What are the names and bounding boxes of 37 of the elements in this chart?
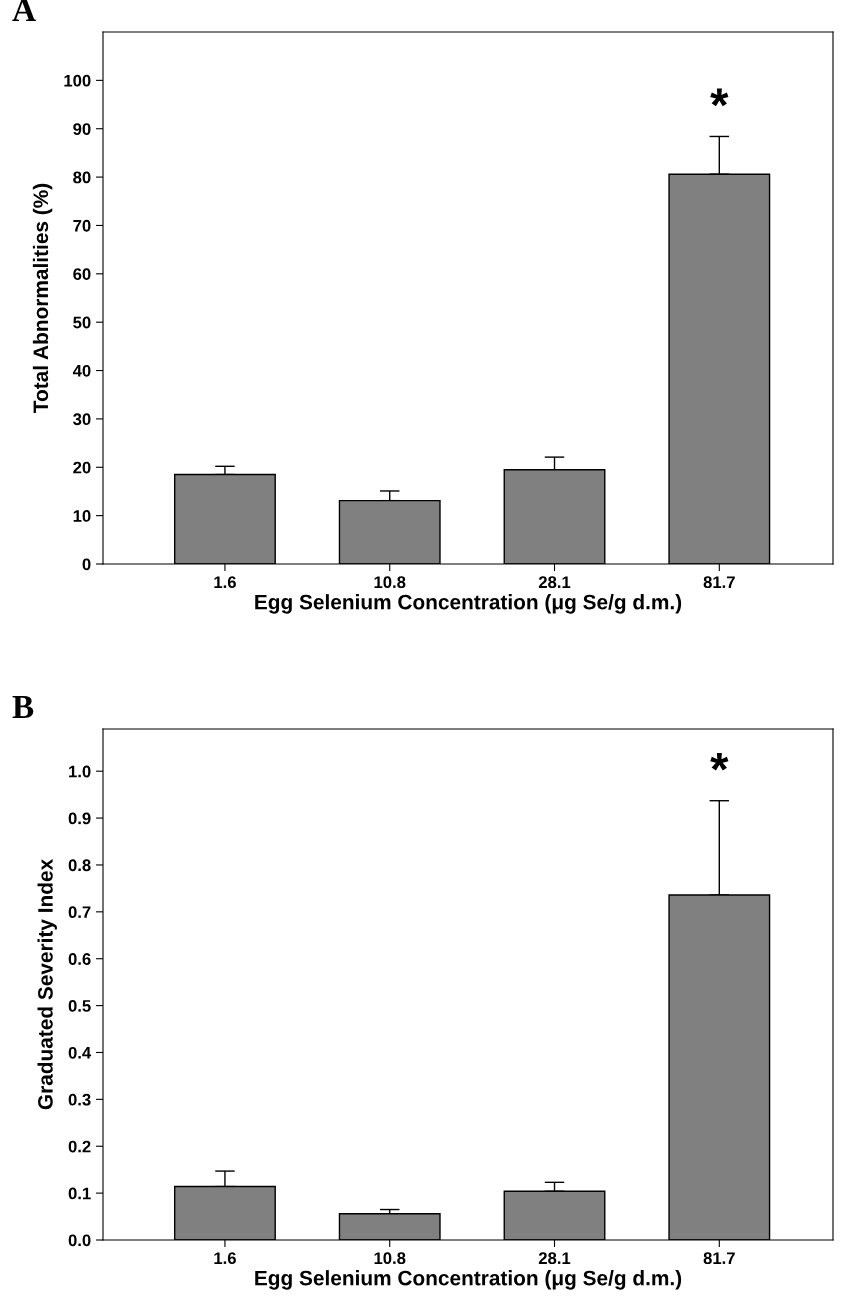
y-tick-label: 0.0 bbox=[68, 1234, 91, 1247]
y-axis-title: Total Abnormalities (%) bbox=[32, 183, 53, 413]
x-axis-title: Egg Selenium Concentration (μg Se/g d.m.) bbox=[255, 594, 682, 614]
x-axis-title: Egg Selenium Concentration (μg Se/g d.m.) bbox=[255, 1270, 682, 1290]
y-tick-label: 0.9 bbox=[68, 812, 91, 825]
y-tick-label: 80 bbox=[73, 171, 91, 184]
y-tick-label: 0.2 bbox=[68, 1140, 91, 1153]
y-tick-label: 0.4 bbox=[68, 1046, 92, 1059]
x-tick-label: 10.8 bbox=[374, 576, 406, 589]
y-tick-label: 90 bbox=[73, 123, 91, 135]
x-tick-label: 1.6 bbox=[214, 1252, 236, 1265]
annotation: * bbox=[710, 752, 729, 771]
chart-title: B bbox=[12, 696, 34, 718]
x-tick-label: 28.1 bbox=[538, 576, 571, 589]
y-tick-label: 0.1 bbox=[68, 1187, 91, 1200]
y-tick-label: 0.5 bbox=[68, 1000, 91, 1012]
y-axis-title: Graduated Severity Index bbox=[37, 859, 57, 1110]
x-tick-label: 81.7 bbox=[703, 576, 735, 589]
y-tick-label: 0.3 bbox=[68, 1093, 91, 1106]
y-tick-label: 30 bbox=[73, 413, 91, 426]
y-tick-label: 60 bbox=[73, 268, 91, 281]
y-tick-label: 70 bbox=[73, 219, 91, 232]
annotation: * bbox=[710, 88, 729, 107]
y-tick-label: 0.8 bbox=[68, 859, 91, 872]
y-tick-label: 1.0 bbox=[69, 765, 91, 778]
y-tick-label: 0.7 bbox=[68, 906, 91, 919]
y-tick-label: 100 bbox=[64, 74, 91, 87]
x-tick-label: 10.8 bbox=[374, 1252, 406, 1265]
y-tick-label: 20 bbox=[73, 461, 91, 474]
y-tick-label: 50 bbox=[73, 316, 91, 329]
x-tick-label: 81.7 bbox=[703, 1252, 735, 1265]
x-tick-label: 28.1 bbox=[538, 1252, 571, 1265]
y-tick-label: 0 bbox=[82, 558, 91, 571]
x-tick-label: 1.6 bbox=[214, 576, 236, 589]
y-tick-label: 40 bbox=[72, 364, 91, 377]
y-tick-label: 10 bbox=[73, 510, 91, 522]
y-tick-label: 0.6 bbox=[68, 953, 91, 965]
